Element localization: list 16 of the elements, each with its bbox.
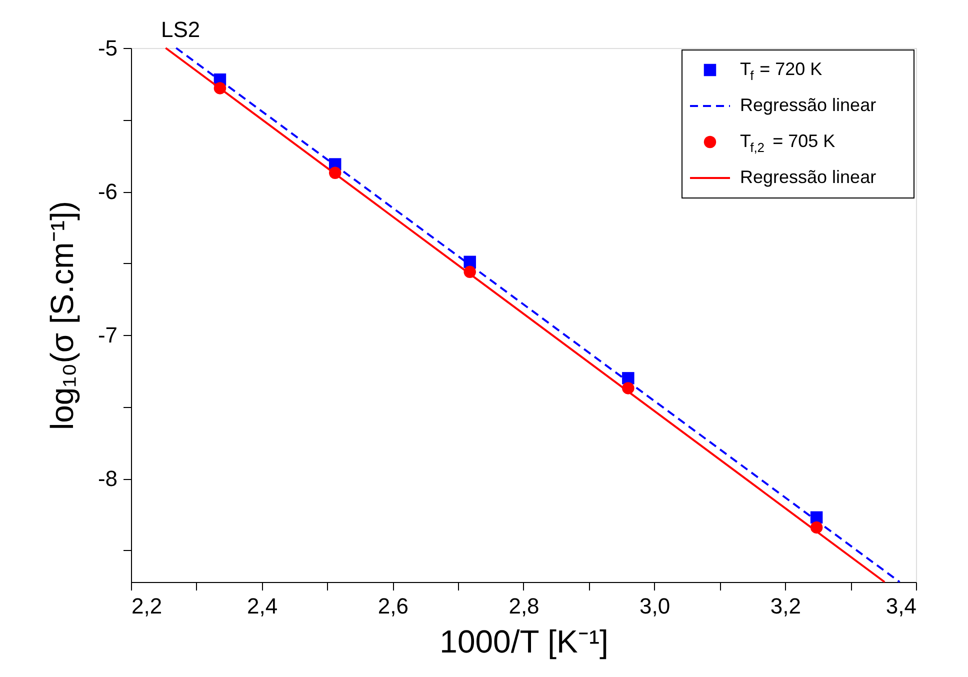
x-tick-label: 2,6	[378, 594, 408, 618]
x-tick-label: 2,8	[508, 594, 540, 618]
x-tick-label: 2,2	[132, 594, 162, 618]
legend-label: Regressão linear	[740, 95, 876, 115]
text: LS2	[161, 17, 200, 42]
y-tick-label: -8	[98, 466, 118, 492]
x-axis-title: 1000/T [K⁻¹]	[440, 624, 608, 660]
x-tick-label: 3,2	[770, 594, 801, 618]
x-tick-label: 3,4	[886, 594, 916, 618]
x-tick-label: 3,0	[640, 594, 670, 618]
y-tick-label: -5	[98, 36, 118, 60]
y-tick-label: -6	[98, 179, 118, 204]
y-axis-title: log₁₀(σ [S.cm⁻¹])	[44, 200, 80, 430]
legend-label: Regressão linear	[740, 167, 876, 187]
y-tick-label: -7	[98, 322, 118, 348]
x-tick-label: 2,4	[247, 594, 278, 618]
